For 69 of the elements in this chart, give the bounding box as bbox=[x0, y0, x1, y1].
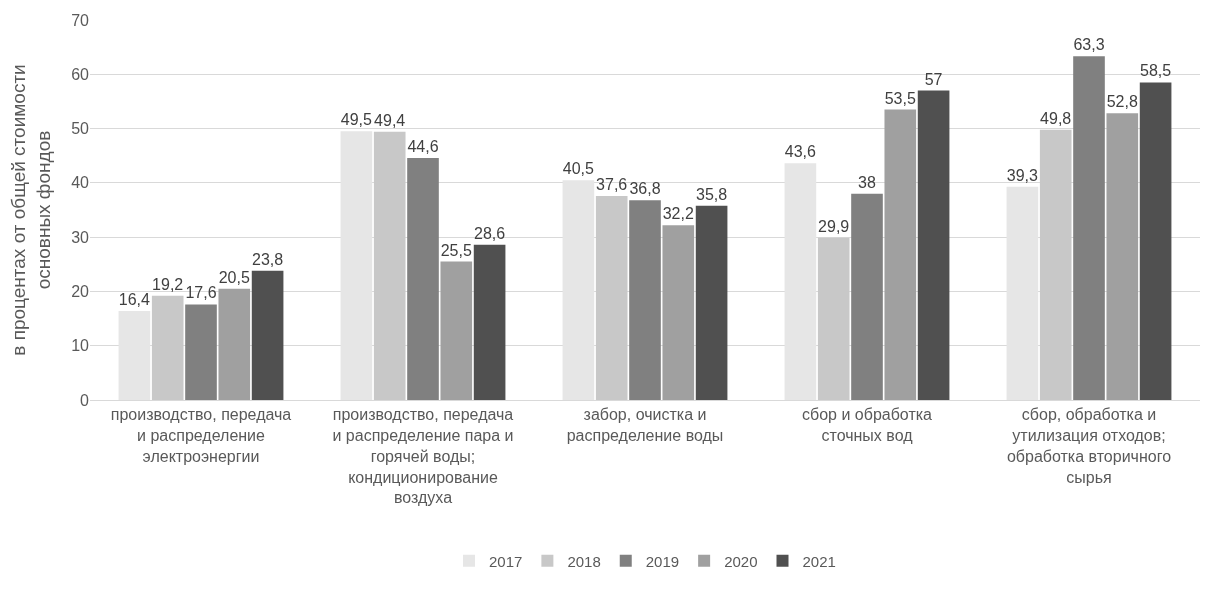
bar bbox=[407, 157, 439, 400]
bar bbox=[695, 205, 728, 400]
data-label: 44,6 bbox=[407, 137, 439, 155]
bar bbox=[1073, 56, 1105, 400]
data-label: 35,8 bbox=[695, 185, 728, 203]
data-label: 39,3 bbox=[1006, 166, 1039, 184]
legend-label: 2020 bbox=[724, 552, 758, 570]
data-label: 49,5 bbox=[340, 111, 373, 129]
bar bbox=[1039, 129, 1072, 400]
bar bbox=[473, 244, 506, 400]
bar bbox=[884, 109, 917, 400]
bar bbox=[440, 261, 473, 400]
bar bbox=[917, 90, 950, 400]
data-label: 29,9 bbox=[818, 217, 850, 235]
data-label: 58,5 bbox=[1139, 62, 1172, 80]
data-label: 20,5 bbox=[218, 268, 250, 286]
data-label: 53,5 bbox=[884, 89, 916, 107]
data-label: 49,8 bbox=[1040, 109, 1072, 127]
bar bbox=[629, 200, 661, 400]
bar bbox=[1139, 82, 1172, 400]
data-label: 32,2 bbox=[662, 205, 694, 223]
bar bbox=[218, 288, 251, 400]
data-label: 63,3 bbox=[1073, 36, 1105, 54]
y-tick-label: 60 bbox=[71, 65, 90, 83]
bar bbox=[595, 195, 628, 400]
bar bbox=[662, 225, 695, 400]
y-axis-title: в процентах от общей стоимости основных фондов bbox=[8, 64, 55, 356]
bar bbox=[151, 295, 184, 400]
bar bbox=[340, 131, 373, 400]
x-tick-label: сбор, обработка и утилизация отходов; обработка вторичного сырья bbox=[1006, 406, 1172, 486]
data-label: 28,6 bbox=[473, 224, 506, 242]
y-tick-label: 30 bbox=[71, 228, 90, 246]
bar bbox=[784, 163, 817, 400]
data-label: 43,6 bbox=[784, 143, 817, 161]
bar bbox=[1106, 113, 1139, 400]
bar bbox=[851, 193, 883, 400]
data-label: 40,5 bbox=[562, 160, 595, 178]
data-label: 17,6 bbox=[185, 284, 217, 302]
bar bbox=[817, 237, 850, 400]
legend-label: 2018 bbox=[567, 552, 601, 570]
bar bbox=[118, 310, 151, 400]
data-label: 38 bbox=[858, 173, 876, 191]
y-tick-label: 70 bbox=[71, 11, 90, 29]
y-tick-label: 20 bbox=[71, 283, 90, 301]
x-tick-label: производство, передача и распределение пара и горячей воды; кондиционирование воздуха bbox=[332, 406, 514, 507]
data-label: 52,8 bbox=[1106, 93, 1138, 111]
data-label: 37,6 bbox=[596, 175, 628, 193]
y-tick-label: 50 bbox=[71, 120, 90, 138]
bar bbox=[185, 304, 217, 400]
data-label: 19,2 bbox=[152, 275, 184, 293]
y-tick-label: 10 bbox=[71, 337, 90, 355]
x-tick-label: производство, передача и распределение электроэнергии bbox=[110, 406, 292, 465]
y-tick-label: 40 bbox=[71, 174, 90, 192]
data-label: 57 bbox=[924, 70, 943, 88]
bar bbox=[373, 131, 406, 400]
x-tick-label: сбор и обработка сточных вод bbox=[802, 406, 933, 444]
data-label: 16,4 bbox=[118, 290, 151, 308]
data-label: 36,8 bbox=[629, 180, 661, 198]
legend-label: 2021 bbox=[802, 552, 836, 570]
y-tick-label: 0 bbox=[80, 391, 90, 409]
bar bbox=[562, 180, 595, 400]
legend-label: 2019 bbox=[645, 552, 680, 570]
bar bbox=[1006, 186, 1039, 400]
x-tick-label: забор, очистка и распределение воды bbox=[566, 406, 724, 444]
data-label: 23,8 bbox=[251, 250, 284, 268]
legend-label: 2017 bbox=[489, 552, 523, 570]
data-label: 49,4 bbox=[374, 111, 406, 129]
data-label: 25,5 bbox=[440, 241, 472, 259]
bar bbox=[251, 270, 284, 400]
